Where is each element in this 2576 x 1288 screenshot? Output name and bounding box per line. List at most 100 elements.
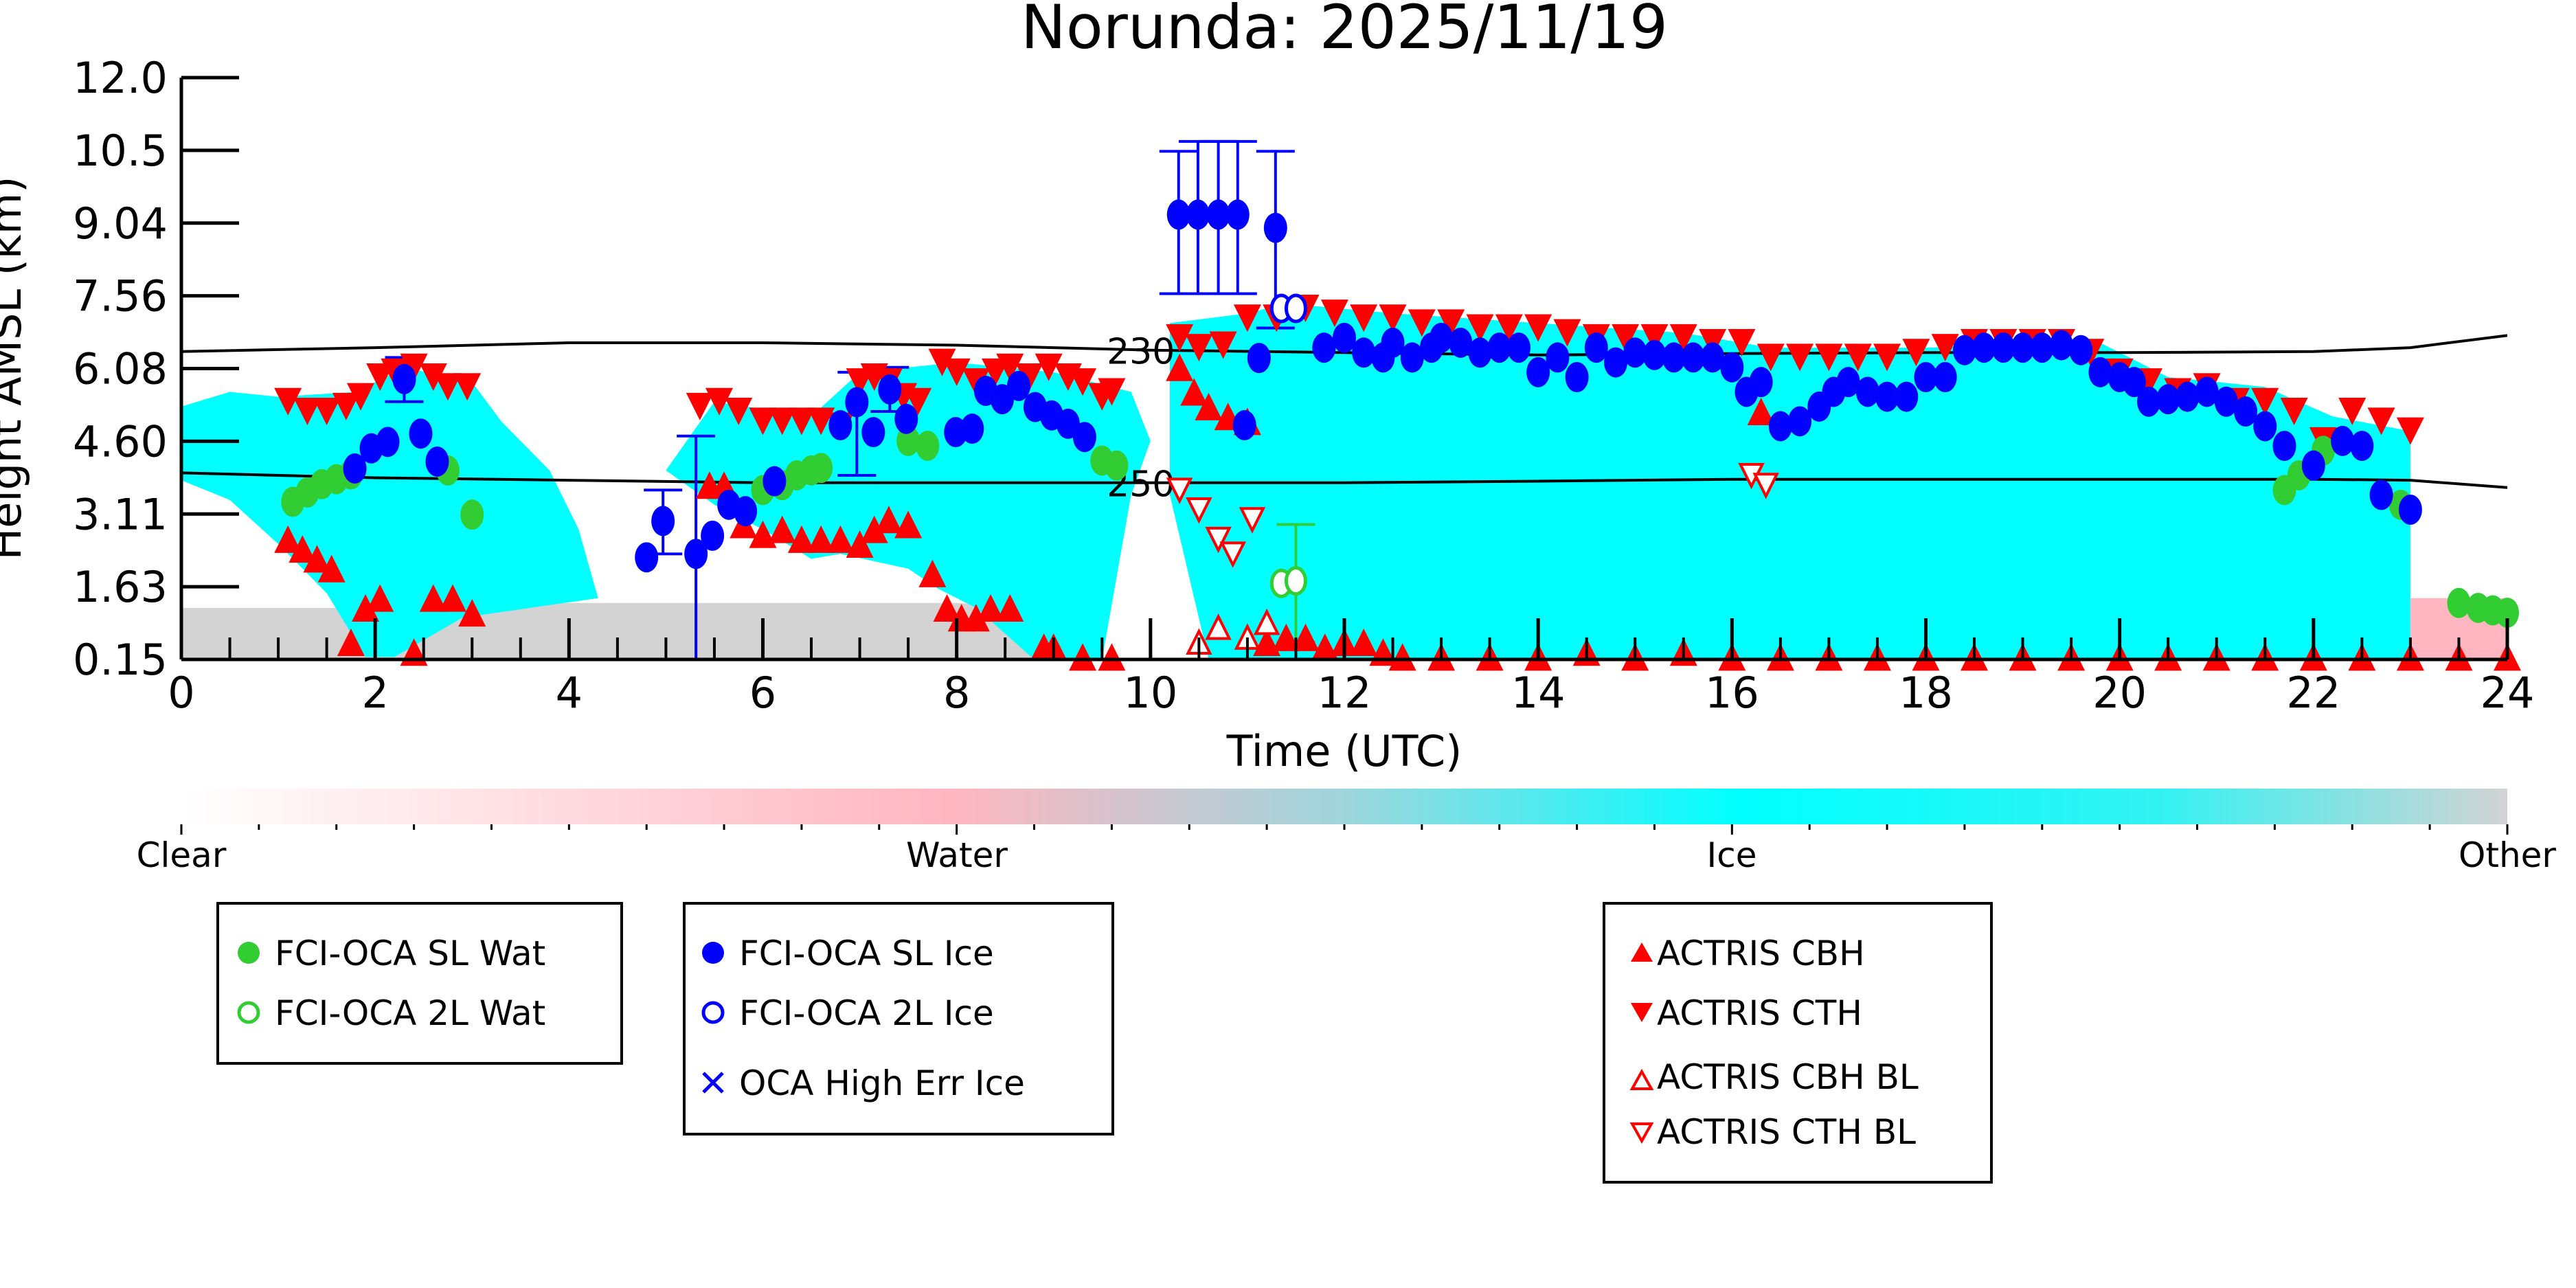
marker-6: [1166, 324, 1194, 352]
marker-2: [1895, 381, 1919, 412]
marker-2: [1072, 422, 1096, 453]
marker-8: [1239, 507, 1266, 534]
y-tick-label: 0.15: [73, 635, 168, 685]
open-circle-icon: [701, 1001, 725, 1024]
marker-2: [1186, 199, 1210, 230]
marker-6: [1815, 343, 1843, 372]
filled-circle-icon: [238, 942, 260, 964]
marker-6: [942, 358, 971, 386]
marker-8: [1166, 477, 1193, 504]
marker-2: [392, 363, 416, 394]
marker-5: [1180, 378, 1208, 406]
marker-2: [2301, 450, 2325, 481]
marker-2: [1333, 322, 1356, 353]
marker-6: [433, 373, 462, 401]
marker-5: [962, 604, 990, 632]
legend-label: FCI-OCA SL Ice: [739, 934, 994, 973]
marker-2: [1449, 327, 1473, 358]
marker-5: [918, 559, 947, 587]
marker-6: [2338, 398, 2366, 426]
marker-2: [425, 446, 449, 477]
marker-2: [1623, 337, 1647, 368]
legend-label: ACTRIS CBH: [1657, 934, 1865, 973]
marker-2: [1430, 322, 1454, 353]
ice-region: [181, 367, 598, 657]
y-tick-label: 1.63: [73, 562, 168, 612]
marker-2: [1768, 411, 1792, 442]
x-tick-label: 18: [1899, 668, 1953, 718]
marker-6: [293, 398, 321, 426]
marker-2: [1991, 332, 2015, 363]
marker-6: [1786, 343, 1814, 372]
marker-6: [686, 392, 714, 420]
marker-6: [1209, 331, 1237, 359]
marker-2: [1584, 332, 1608, 363]
marker-6: [1728, 328, 1756, 357]
marker-6: [1669, 324, 1697, 352]
marker-6: [1873, 343, 1901, 372]
marker-2: [409, 418, 433, 449]
marker-2: [861, 417, 885, 448]
legend-actris: ACTRIS CBH ACTRIS CTH ACTRIS CBH BL ACTR…: [1603, 902, 1993, 1184]
x-tick-label: 10: [1123, 668, 1177, 718]
marker-2: [828, 410, 852, 441]
x-marker-icon: [702, 1072, 724, 1094]
marker-6: [2367, 407, 2395, 436]
legend-label: FCI-OCA 2L Ice: [739, 993, 994, 1033]
legend-label: ACTRIS CBH BL: [1657, 1057, 1919, 1097]
marker-2: [635, 542, 659, 573]
marker-2: [960, 414, 984, 444]
marker-5: [1272, 623, 1300, 651]
marker-2: [845, 387, 869, 418]
marker-2: [1933, 362, 1957, 393]
marker-0: [2496, 598, 2519, 629]
x-tick-label: 2: [361, 668, 388, 718]
marker-8: [1186, 497, 1212, 524]
marker-6: [1756, 343, 1785, 372]
legend-label: OCA High Err Ice: [739, 1063, 1025, 1103]
marker-2: [1875, 381, 1899, 412]
marker-2: [1166, 199, 1190, 230]
x-tick-label: 20: [2092, 668, 2147, 718]
marker-6: [1350, 304, 1378, 332]
y-tick-label: 7.56: [73, 271, 168, 321]
marker-6: [1233, 304, 1261, 332]
marker-6: [347, 383, 375, 411]
marker-2: [2350, 431, 2374, 462]
marker-6: [1553, 319, 1581, 347]
legend-label: ACTRIS CTH: [1657, 993, 1862, 1033]
marker-2: [1206, 199, 1230, 230]
marker-5: [1069, 643, 1097, 671]
x-tick-label: 6: [749, 668, 776, 718]
marker-6: [1015, 363, 1043, 392]
marker-2: [1855, 376, 1879, 407]
marker-2: [651, 506, 675, 536]
x-tick-label: 0: [168, 668, 194, 718]
marker-6: [453, 373, 482, 401]
marker-6: [787, 407, 815, 436]
marker-6: [1495, 314, 1523, 342]
legend-ice: FCI-OCA SL Ice FCI-OCA 2L Ice OCA High E…: [683, 902, 1114, 1136]
marker-2: [1381, 327, 1405, 358]
marker-5: [303, 545, 331, 573]
marker-2: [1720, 352, 1744, 383]
marker-2: [2050, 330, 2074, 361]
marker-2: [1352, 337, 1376, 368]
marker-6: [928, 348, 956, 376]
marker-2: [2030, 332, 2054, 363]
marker-6: [274, 387, 302, 416]
x-tick-label: 4: [556, 668, 583, 718]
colorbar-label-other: Other: [2459, 835, 2556, 875]
marker-6: [705, 387, 734, 416]
marker-2: [1972, 332, 1996, 363]
marker-5: [996, 594, 1024, 622]
x-tick-label: 16: [1705, 668, 1759, 718]
legend-label: FCI-OCA SL Wat: [275, 934, 545, 973]
marker-2: [2195, 376, 2219, 407]
marker-6: [1035, 353, 1063, 381]
colorbar-label-ice: Ice: [1707, 835, 1757, 875]
open-circle-icon: [237, 1001, 260, 1024]
marker-0: [2447, 587, 2471, 618]
marker-5: [846, 530, 874, 558]
